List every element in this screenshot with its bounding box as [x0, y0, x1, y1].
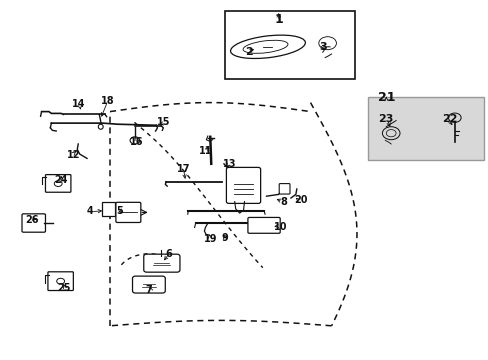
Text: 17: 17: [176, 164, 190, 174]
FancyBboxPatch shape: [48, 272, 73, 291]
Text: 9: 9: [221, 233, 228, 243]
Text: 3: 3: [318, 42, 326, 52]
Circle shape: [382, 127, 399, 140]
Text: 19: 19: [203, 234, 217, 244]
FancyBboxPatch shape: [247, 217, 280, 233]
Circle shape: [130, 137, 140, 144]
Text: 20: 20: [293, 195, 307, 205]
Text: 7: 7: [145, 285, 152, 295]
FancyBboxPatch shape: [116, 202, 141, 222]
FancyBboxPatch shape: [132, 276, 165, 293]
Bar: [102, 202, 115, 216]
Text: 25: 25: [57, 283, 70, 293]
Text: 4: 4: [87, 206, 94, 216]
Text: 26: 26: [25, 215, 39, 225]
Text: 22: 22: [441, 114, 457, 124]
FancyBboxPatch shape: [22, 214, 45, 232]
Text: 10: 10: [274, 222, 287, 232]
FancyBboxPatch shape: [226, 167, 260, 203]
Ellipse shape: [98, 124, 103, 129]
Bar: [224, 11, 354, 79]
Ellipse shape: [243, 40, 287, 53]
Text: 2: 2: [245, 47, 253, 57]
Text: 14: 14: [71, 99, 85, 109]
Text: 18: 18: [101, 96, 114, 106]
Ellipse shape: [230, 35, 305, 58]
Text: 1: 1: [274, 13, 283, 26]
Text: 21: 21: [377, 91, 394, 104]
Text: 15: 15: [157, 117, 170, 127]
FancyBboxPatch shape: [45, 175, 71, 192]
Text: 5: 5: [116, 206, 123, 216]
Circle shape: [318, 37, 336, 50]
Circle shape: [447, 113, 460, 122]
Circle shape: [54, 181, 62, 186]
Text: 16: 16: [130, 137, 143, 147]
Text: 24: 24: [54, 175, 68, 185]
Text: 13: 13: [223, 159, 236, 169]
Bar: [367, 97, 483, 160]
Text: 23: 23: [378, 114, 393, 124]
Text: 12: 12: [66, 150, 80, 160]
Text: 8: 8: [280, 197, 286, 207]
Circle shape: [386, 130, 395, 137]
Text: 11: 11: [198, 146, 212, 156]
Circle shape: [57, 278, 64, 284]
Text: 6: 6: [165, 249, 172, 259]
FancyBboxPatch shape: [143, 254, 180, 272]
FancyBboxPatch shape: [279, 184, 289, 194]
